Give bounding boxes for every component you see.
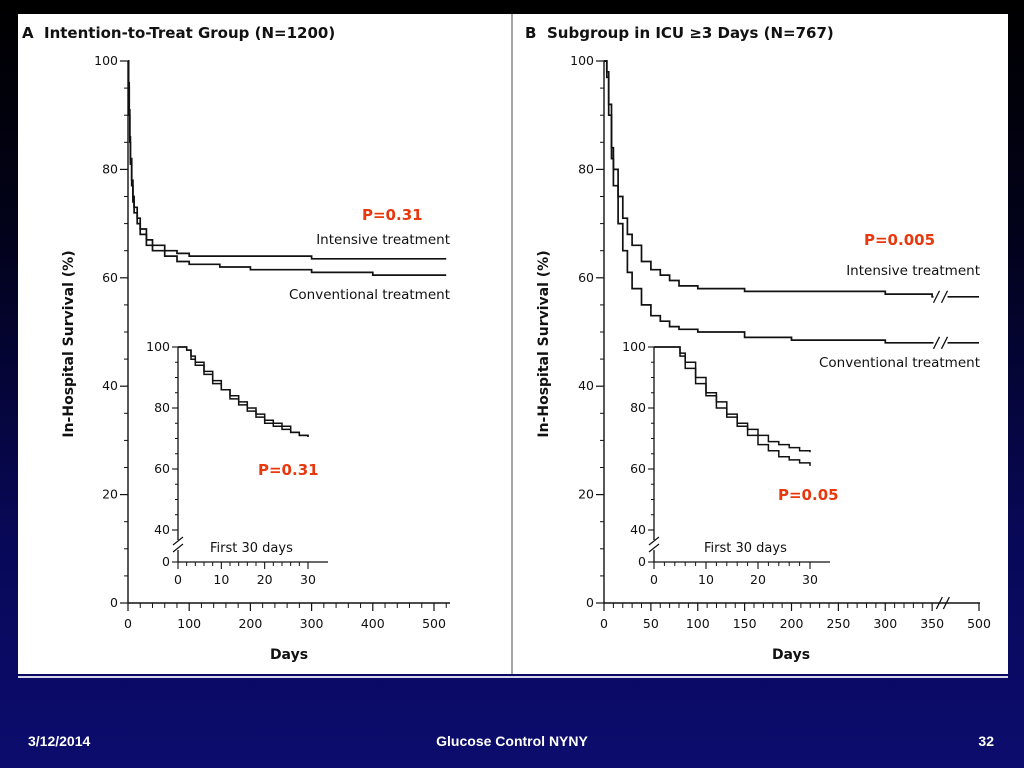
x-tick-label: 0 [124, 616, 132, 631]
y-axis-title: In-Hospital Survival (%) [61, 250, 77, 437]
x-tick-label: 0 [600, 616, 608, 631]
y-tick-label: 20 [578, 487, 594, 502]
panel-title: Intention-to-Treat Group (N=1200) [44, 24, 335, 42]
curve-break-mark [932, 336, 949, 350]
curve-break-gap [933, 336, 948, 349]
y-tick-label: 40 [102, 378, 118, 393]
x-axis-break-mark [935, 596, 950, 610]
inset-intensive-curve [178, 346, 309, 437]
x-tick-label: 500 [422, 616, 446, 631]
intensive-treatment-label: Intensive treatment [316, 232, 450, 248]
y-tick-label: 60 [102, 270, 118, 285]
x-tick-label: 300 [873, 616, 897, 631]
inset-y-tick-label: 100 [622, 339, 646, 354]
x-tick-label: 200 [780, 616, 804, 631]
inset-y-tick-label: 80 [154, 400, 170, 415]
x-tick-label: 400 [361, 616, 385, 631]
panel-title: Subgroup in ICU ≥3 Days (N=767) [547, 24, 834, 42]
inset-y-tick-label: 40 [154, 522, 170, 537]
inset-y-tick-label: 60 [630, 461, 646, 476]
intensive-curve [604, 60, 979, 298]
x-tick-label: 50 [643, 616, 659, 631]
inset-axis-break-mark [648, 536, 660, 553]
footer-page-number: 32 [978, 733, 994, 749]
curve-break-mark [932, 290, 949, 304]
intensive-treatment-label: Intensive treatment [846, 263, 980, 279]
footer-date: 3/12/2014 [28, 733, 91, 749]
inset-conventional-curve [178, 346, 309, 437]
inset-p-value-label: P=0.31 [258, 461, 319, 479]
inset-y-tick-label: 0 [638, 554, 646, 569]
inset-x-tick-label: 10 [698, 572, 714, 587]
y-tick-label: 80 [578, 161, 594, 176]
x-tick-label: 100 [686, 616, 710, 631]
x-tick-label: 200 [238, 616, 262, 631]
x-tick-label: 300 [300, 616, 324, 631]
conventional-treatment-label: Conventional treatment [819, 355, 980, 371]
inset-x-tick-label: 30 [802, 572, 818, 587]
y-tick-label: 80 [102, 161, 118, 176]
inset-p-value-label: P=0.05 [778, 486, 839, 504]
x-axis-title: Days [772, 647, 810, 663]
inset-x-tick-label: 20 [750, 572, 766, 587]
y-tick-label: 40 [578, 378, 594, 393]
x-tick-label: 250 [826, 616, 850, 631]
y-tick-label: 100 [94, 53, 118, 68]
x-tick-label: 500 [967, 616, 991, 631]
inset-conventional-curve [654, 346, 811, 466]
inset-y-tick-label: 0 [162, 554, 170, 569]
conventional-curve [127, 60, 447, 276]
figure-panel: A Intention-to-Treat Group (N=1200) 0 20 40 6… [18, 14, 1008, 674]
panel-letter: B [525, 24, 536, 42]
y-tick-label: 0 [586, 595, 594, 610]
inset-y-tick-label: 40 [630, 522, 646, 537]
footer-title: Glucose Control NYNY [436, 733, 588, 749]
curve-break-gap [933, 290, 948, 303]
y-axis-title: In-Hospital Survival (%) [536, 250, 552, 437]
inset-label: First 30 days [210, 541, 293, 556]
x-tick-label: 150 [733, 616, 757, 631]
inset-label: First 30 days [704, 541, 787, 556]
y-tick-label: 0 [110, 595, 118, 610]
x-tick-label: 100 [177, 616, 201, 631]
panel-letter: A [22, 24, 34, 42]
intensive-curve [127, 60, 447, 260]
p-value-label: P=0.31 [362, 206, 423, 224]
x-axis-title: Days [270, 647, 308, 663]
y-tick-label: 20 [102, 487, 118, 502]
conventional-treatment-label: Conventional treatment [289, 287, 450, 303]
inset-intensive-curve [654, 346, 811, 453]
x-tick-label: 350 [920, 616, 944, 631]
inset-x-tick-label: 10 [213, 572, 229, 587]
inset-x-tick-label: 0 [650, 572, 658, 587]
divider-line [18, 676, 1008, 678]
y-tick-label: 100 [570, 53, 594, 68]
inset-y-tick-label: 60 [154, 461, 170, 476]
inset-x-tick-label: 20 [257, 572, 273, 587]
inset-x-tick-label: 30 [300, 572, 316, 587]
inset-y-tick-label: 80 [630, 400, 646, 415]
survival-figure: A Intention-to-Treat Group (N=1200) 0 20 40 6… [22, 14, 991, 674]
inset-x-tick-label: 0 [174, 572, 182, 587]
y-tick-label: 60 [578, 270, 594, 285]
inset-axis-break-mark [172, 536, 184, 553]
p-value-label: P=0.005 [864, 231, 935, 249]
conventional-curve [604, 60, 979, 344]
inset-y-tick-label: 100 [146, 339, 170, 354]
